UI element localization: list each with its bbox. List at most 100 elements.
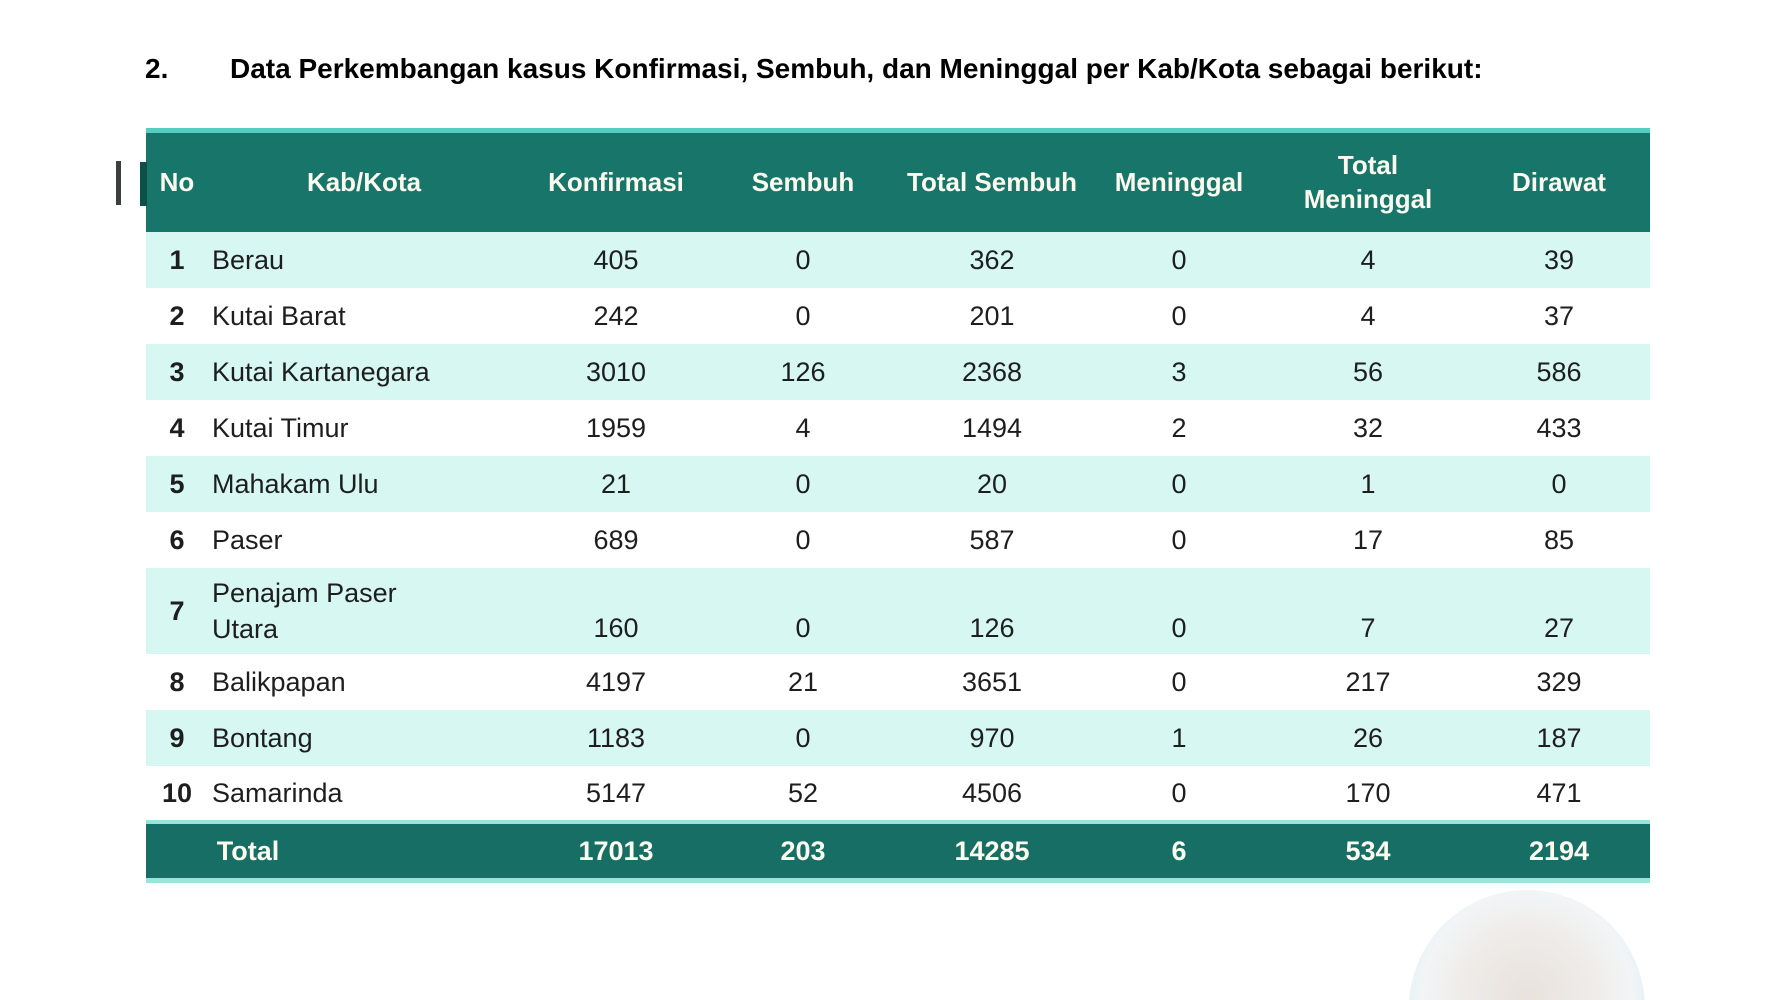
value-cell: 970 [969,722,1015,753]
value-cell: 586 [1536,356,1582,387]
kabkota-name-cell: Paser [208,512,520,568]
kabkota-name: Kutai Timur [212,412,349,443]
column-header: Meninggal [1090,133,1268,232]
kabkota-name-cell: Samarinda [208,766,520,822]
total-value-cell: 17013 [520,820,712,878]
value-cell: 0 [1171,244,1187,275]
value-cell: 1183 [586,722,646,753]
value-cell: 52 [787,777,819,808]
value-cell: 0 [1171,777,1187,808]
total-value-cell: 534 [1268,820,1468,878]
page-title: Data Perkembangan kasus Konfirmasi, Semb… [230,53,1483,84]
value-cell: 3651 [961,666,1023,697]
kabkota-name: Penajam Paser Utara [212,577,397,644]
row-number-cell: 7 [169,595,185,626]
table-bottom-accent-line [146,878,1650,883]
globe-watermark [1409,890,1645,1000]
row-number-cell: 8 [169,666,185,697]
value-cell: 4 [795,412,811,443]
value-cell: 242 [593,300,639,331]
total-value-cell: 14285 [894,820,1090,878]
kabkota-name: Balikpapan [212,666,346,697]
value-cell: 3 [1171,356,1187,387]
kabkota-name: Samarinda [212,777,343,808]
section-number: 2. [145,53,169,84]
value-cell: 5147 [585,777,647,808]
value-cell: 1 [1171,722,1187,753]
value-cell: 587 [969,524,1015,555]
value-cell: 26 [1352,722,1384,753]
value-cell: 0 [1551,468,1567,499]
kabkota-name-cell: Balikpapan [208,654,520,710]
value-cell: 37 [1543,300,1575,331]
value-cell: 471 [1536,777,1582,808]
value-cell: 126 [969,613,1015,643]
value-cell: 0 [1171,666,1187,697]
row-number-cell: 2 [169,300,185,331]
total-value-cell: 203 [712,820,894,878]
table-row: 5 Mahakam Ulu 21 0 20 0 1 0 [146,456,1650,512]
value-cell: 405 [593,244,639,275]
kabkota-name: Bontang [212,722,313,753]
table-header-row: No Kab/Kota Konfirmasi Sembuh Total Sembuh Me… [146,133,1650,232]
kabkota-name: Kutai Barat [212,300,346,331]
value-cell: 160 [593,613,639,643]
table-total-row: Total 17013 203 14285 6 534 2194 [146,820,1650,878]
kabkota-name-cell: Kutai Timur [208,400,520,456]
kabkota-name: Mahakam Ulu [212,468,379,499]
row-number-cell: 10 [161,777,193,808]
value-cell: 4 [1360,300,1376,331]
value-cell: 0 [1171,524,1187,555]
column-header: Total Meninggal [1268,133,1468,232]
header-left-tab [140,162,147,206]
value-cell: 329 [1536,666,1582,697]
column-header: Konfirmasi [520,133,712,232]
table-top-accent-line [146,128,1650,133]
total-value-cell: 2194 [1468,820,1650,878]
value-cell: 0 [1171,613,1187,643]
value-cell: 201 [969,300,1015,331]
total-value-cell: 6 [1090,820,1268,878]
value-cell: 0 [795,524,811,555]
value-cell: 126 [780,356,826,387]
value-cell: 0 [795,613,811,643]
table-row: 2 Kutai Barat 242 0 201 0 4 37 [146,288,1650,344]
value-cell: 7 [1360,613,1376,643]
value-cell: 0 [795,468,811,499]
value-cell: 21 [600,468,632,499]
column-header: No [146,133,208,232]
row-number-cell: 9 [169,722,185,753]
value-cell: 85 [1543,524,1575,555]
value-cell: 27 [1543,613,1575,643]
row-number-cell: 5 [169,468,185,499]
row-number-cell: 6 [169,524,185,555]
total-label-cell: Total [146,820,520,878]
row-number-cell: 1 [169,244,185,275]
table-row: 3 Kutai Kartanegara 3010 126 2368 3 56 586 [146,344,1650,400]
value-cell: 2368 [961,356,1023,387]
value-cell: 17 [1352,524,1384,555]
value-cell: 56 [1352,356,1384,387]
value-cell: 362 [969,244,1015,275]
data-table-block: No Kab/Kota Konfirmasi Sembuh Total Sembuh Me… [146,128,1650,883]
value-cell: 4 [1360,244,1376,275]
value-cell: 39 [1543,244,1575,275]
kabkota-name: Paser [212,524,283,555]
value-cell: 21 [787,666,819,697]
kabkota-name-cell: Kutai Barat [208,288,520,344]
column-header: Dirawat [1468,133,1650,232]
row-number-cell: 4 [169,412,185,443]
value-cell: 689 [593,524,639,555]
section-heading: 2. Data Perkembangan kasus Konfirmasi, Se… [145,53,1483,85]
value-cell: 187 [1536,722,1582,753]
value-cell: 0 [795,300,811,331]
value-cell: 433 [1536,412,1582,443]
kabkota-table: No Kab/Kota Konfirmasi Sembuh Total Sembuh Me… [146,133,1650,878]
value-cell: 1 [1360,468,1376,499]
value-cell: 2 [1171,412,1187,443]
value-cell: 4197 [585,666,647,697]
table-row: 6 Paser 689 0 587 0 17 85 [146,512,1650,568]
table-row: 7 Penajam Paser Utara 160 0 126 0 7 27 [146,568,1650,654]
column-header: Sembuh [712,133,894,232]
